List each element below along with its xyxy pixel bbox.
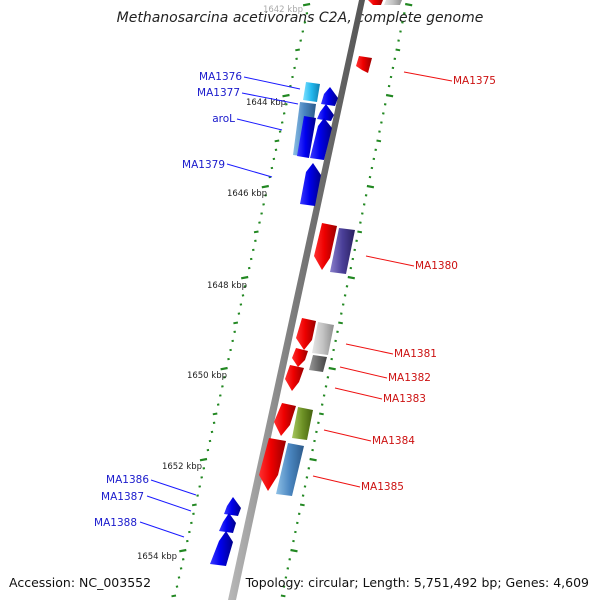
scale-tick xyxy=(376,139,382,143)
scale-tick xyxy=(212,412,218,416)
scale-tick xyxy=(319,412,324,416)
gene-red-1382a[interactable] xyxy=(292,348,308,367)
gene-MA1383[interactable] xyxy=(285,365,304,391)
gene-MA1385[interactable] xyxy=(276,443,304,496)
genome-backbone xyxy=(228,0,365,600)
gene-MA1380[interactable] xyxy=(330,228,355,274)
label-MA1388[interactable]: MA1388 xyxy=(94,517,137,529)
label-MA1375[interactable]: MA1375 xyxy=(453,75,496,87)
forward-gene-labels: MA1376 MA1377 aroL MA1379 MA1386 MA1387 … xyxy=(94,71,242,529)
scale-tick xyxy=(309,457,317,462)
topology-text: Topology: circular; Length: 5,751,492 bp… xyxy=(245,575,589,590)
scale-tick xyxy=(338,321,343,325)
label-MA1381[interactable]: MA1381 xyxy=(394,348,437,360)
label-MA1380[interactable]: MA1380 xyxy=(415,260,458,272)
scale-tick xyxy=(299,503,305,507)
gene-red-1381a[interactable] xyxy=(296,318,316,350)
scale-tick xyxy=(199,457,208,462)
forward-strand-genes xyxy=(210,82,338,566)
reverse-strand-genes xyxy=(259,0,402,496)
tick-label-1646: 1646 kbp xyxy=(227,189,267,199)
gene-MA1379[interactable] xyxy=(300,163,321,206)
label-MA1385[interactable]: MA1385 xyxy=(361,481,404,493)
tick-label-1650: 1650 kbp xyxy=(187,371,227,381)
gene-MA1381[interactable] xyxy=(312,322,334,355)
gene-blue-1378b[interactable] xyxy=(310,118,332,160)
gene-red-1384a[interactable] xyxy=(274,403,296,436)
gene-MA1380-red[interactable] xyxy=(314,223,337,270)
outer-tick-track xyxy=(280,2,413,598)
gene-MA1386[interactable] xyxy=(224,497,241,516)
scale-tick xyxy=(357,230,363,234)
gene-red-1385a[interactable] xyxy=(259,438,286,491)
gene-top-red[interactable] xyxy=(368,0,383,5)
gene-blue-1378a[interactable] xyxy=(317,104,334,121)
scale-tick xyxy=(290,548,298,553)
scale-tick xyxy=(274,139,280,143)
map-title: Methanosarcina acetivorans C2A, complete… xyxy=(116,10,484,26)
tick-label-1642: 1642 kbp xyxy=(263,5,303,15)
scale-tick xyxy=(261,184,270,189)
gene-top-grey[interactable] xyxy=(384,0,402,5)
label-MA1376[interactable]: MA1376 xyxy=(199,71,242,83)
label-MA1379[interactable]: MA1379 xyxy=(182,159,225,171)
label-MA1383[interactable]: MA1383 xyxy=(383,393,426,405)
scale-tick xyxy=(328,366,336,371)
label-MA1384[interactable]: MA1384 xyxy=(372,435,415,447)
scale-tick xyxy=(191,503,197,507)
gene-MA1376[interactable] xyxy=(303,82,320,102)
forward-label-lines xyxy=(139,76,301,538)
scale-tick xyxy=(280,594,286,598)
gene-MA1388[interactable] xyxy=(210,531,233,566)
tick-labels: 1642 kbp 1644 kbp 1646 kbp 1648 kbp 1650… xyxy=(137,5,303,562)
scale-tick xyxy=(233,321,239,325)
label-MA1387[interactable]: MA1387 xyxy=(101,491,144,503)
tick-label-1644: 1644 kbp xyxy=(246,98,286,108)
scale-tick xyxy=(385,93,394,98)
inner-tick-track xyxy=(171,2,311,598)
tick-label-1654: 1654 kbp xyxy=(137,552,177,562)
gene-MA1384[interactable] xyxy=(292,407,313,440)
scale-tick xyxy=(404,2,413,7)
scale-tick xyxy=(220,366,228,371)
gene-MA1387[interactable] xyxy=(219,513,236,533)
tick-label-1648: 1648 kbp xyxy=(207,281,247,291)
label-aroL[interactable]: aroL xyxy=(212,113,235,125)
scale-tick xyxy=(253,230,259,234)
label-MA1382[interactable]: MA1382 xyxy=(388,372,431,384)
scale-tick xyxy=(395,48,401,52)
reverse-label-lines xyxy=(312,71,453,488)
scale-tick xyxy=(366,184,375,189)
scale-tick xyxy=(347,275,356,280)
scale-tick xyxy=(171,594,177,598)
gene-MA1377[interactable] xyxy=(321,87,338,106)
label-MA1386[interactable]: MA1386 xyxy=(106,474,149,486)
scale-tick xyxy=(302,2,311,7)
tick-label-1652: 1652 kbp xyxy=(162,462,202,472)
scale-tick xyxy=(282,93,290,98)
gene-MA1375[interactable] xyxy=(356,56,372,73)
reverse-gene-labels: MA1375 MA1380 MA1381 MA1382 MA1383 MA138… xyxy=(361,75,496,493)
scale-tick xyxy=(240,275,249,280)
gene-MA1382[interactable] xyxy=(309,355,327,372)
accession-text: Accession: NC_003552 xyxy=(9,575,152,590)
scale-tick xyxy=(179,548,187,553)
label-MA1377[interactable]: MA1377 xyxy=(197,87,240,99)
gene-aroL-blue[interactable] xyxy=(297,116,316,158)
scale-tick xyxy=(295,48,300,52)
